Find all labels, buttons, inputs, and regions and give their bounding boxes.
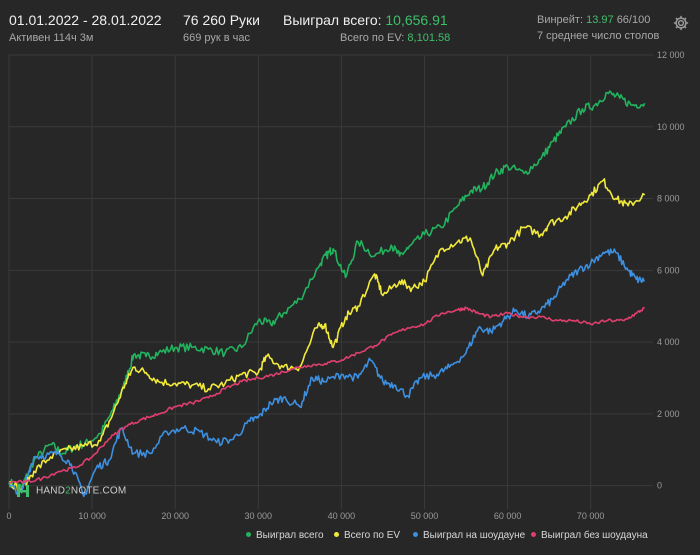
winrate-stat: Винрейт: 13.97 66/100 <box>537 14 650 26</box>
ev-total-stat: Всего по EV: 8,101.58 <box>340 32 450 44</box>
ev-total-value: 8,101.58 <box>407 32 451 44</box>
y-tick-label: 6 000 <box>657 265 680 275</box>
gear-icon[interactable] <box>672 14 690 32</box>
x-tick-label: 70 000 <box>577 511 605 521</box>
logo-suffix: NOTE.COM <box>70 485 127 497</box>
winrate-label: Винрейт: <box>537 14 584 26</box>
line-ev-total <box>8 178 646 492</box>
tables-info: 7 среднее число столов <box>537 30 660 42</box>
y-tick-label: 12 000 <box>657 50 685 60</box>
x-tick-label: 40 000 <box>328 511 356 521</box>
line-non-showdown <box>8 306 645 484</box>
winrate-extra: 66/100 <box>616 14 651 26</box>
chart-ticks: 0 2 000 4 000 6 000 8 000 10 000 12 000 0 10 000… <box>6 50 684 521</box>
legend-label: Всего по EV <box>344 530 401 541</box>
chart-legend: Выиграл всего Всего по EV Выиграл на шоу… <box>0 530 700 548</box>
hand2note-logo-icon <box>17 485 29 497</box>
legend-item-ev-total[interactable]: Всего по EV <box>334 530 400 541</box>
y-tick-label: 10 000 <box>657 122 685 132</box>
legend-dot-ev-total <box>334 531 339 537</box>
x-tick-label: 0 <box>6 511 11 521</box>
won-total-value: 10,656.91 <box>385 12 448 28</box>
ev-total-label: Всего по EV: <box>340 32 405 44</box>
y-tick-label: 8 000 <box>657 194 680 204</box>
legend-item-non-showdown[interactable]: Выиграл без шоудауна <box>531 530 648 541</box>
date-range[interactable]: 01.01.2022 - 28.01.2022 <box>9 12 162 28</box>
chart-lines <box>8 90 646 498</box>
x-tick-label: 10 000 <box>78 511 106 521</box>
x-tick-label: 60 000 <box>494 511 522 521</box>
legend-item-showdown[interactable]: Выиграл на шоудауне <box>413 530 525 541</box>
active-time: Активен 114ч 3м <box>9 32 94 44</box>
x-tick-label: 50 000 <box>411 511 439 521</box>
x-tick-label: 30 000 <box>245 511 273 521</box>
legend-label: Выиграл без шоудауна <box>541 530 648 541</box>
y-tick-label: 2 000 <box>657 409 680 419</box>
y-tick-label: 4 000 <box>657 337 680 347</box>
legend-label: Выиграл на шоудауне <box>423 530 526 541</box>
legend-label: Выиграл всего <box>256 530 324 541</box>
hands-per-hour: 669 рук в час <box>183 32 251 44</box>
hands-total: 76 260 Руки <box>183 12 260 28</box>
logo-prefix: HAND <box>36 485 66 497</box>
winrate-value: 13.97 <box>586 14 614 26</box>
won-total-stat: Выиграл всего: 10,656.91 <box>283 12 448 28</box>
chart-grid <box>8 54 653 509</box>
logo-mid: 2 <box>65 485 71 497</box>
line-won-total <box>8 90 646 489</box>
line-showdown <box>8 248 645 498</box>
hand2note-logo: HAND2NOTE.COM <box>16 484 126 498</box>
stats-header: 01.01.2022 - 28.01.2022 Активен 114ч 3м … <box>0 0 700 50</box>
profit-chart: 0 2 000 4 000 6 000 8 000 10 000 12 000 0 10 000… <box>6 50 684 521</box>
y-tick-label: 0 <box>657 481 662 491</box>
legend-item-won-total[interactable]: Выиграл всего <box>246 530 324 541</box>
legend-dot-won-total <box>246 531 251 537</box>
won-total-label: Выиграл всего: <box>283 12 382 28</box>
legend-dot-non-showdown <box>531 531 536 537</box>
legend-dot-showdown <box>413 531 418 537</box>
x-tick-label: 20 000 <box>161 511 189 521</box>
